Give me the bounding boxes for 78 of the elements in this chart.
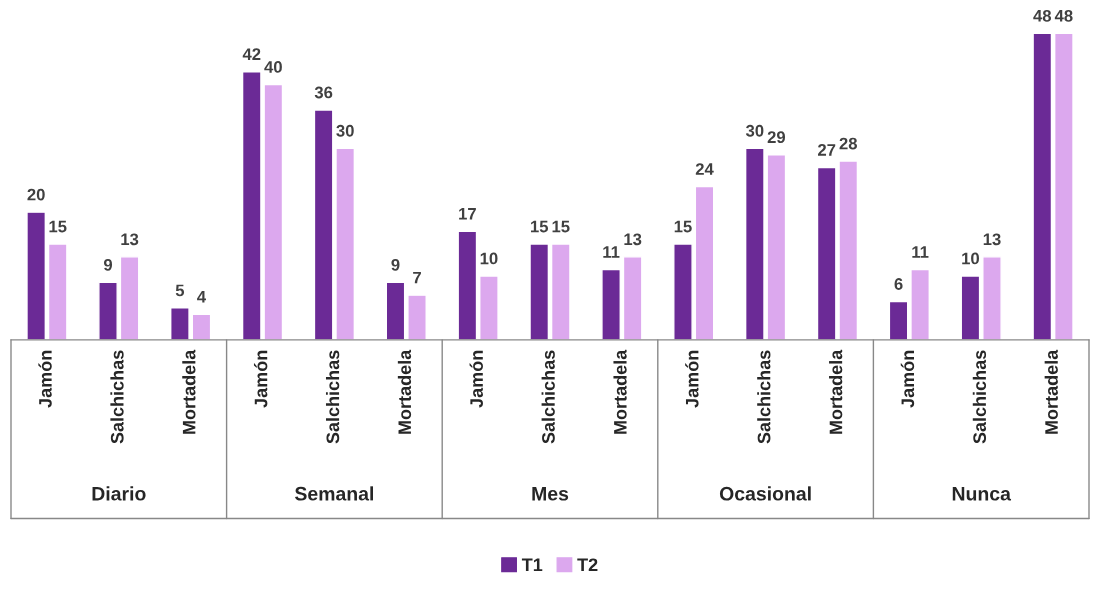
x-tick-label: Mortadela (182, 349, 196, 434)
bar (744, 147, 765, 340)
text: Diario (92, 486, 146, 501)
data-label: 30 (745, 124, 764, 137)
data-label: 15 (531, 220, 549, 233)
x-tick-label: Jamón (38, 350, 52, 408)
bar (1032, 32, 1053, 340)
data-label: 4 (197, 291, 206, 303)
data-label: 5 (175, 284, 185, 297)
bar (479, 275, 499, 340)
bar (529, 243, 550, 340)
data-label: 11 (912, 246, 929, 258)
bar (457, 230, 478, 340)
text: Ocasional (719, 486, 811, 501)
data-label: 11 (603, 246, 620, 258)
bar (982, 256, 1002, 340)
data-label: 9 (103, 258, 113, 271)
bar (888, 300, 909, 340)
bar (766, 153, 787, 340)
data-label: 13 (624, 233, 642, 246)
x-tick-label: Salchichas (541, 350, 555, 444)
bar (910, 268, 930, 340)
data-label: 15 (49, 220, 67, 233)
data-label: 20 (27, 188, 45, 201)
text: Semanal (294, 486, 374, 501)
bar (26, 211, 47, 340)
bar (1053, 32, 1074, 340)
data-label: 13 (983, 233, 1001, 246)
data-label: 27 (818, 144, 836, 156)
bar (407, 294, 427, 340)
data-label: 48 (1054, 9, 1073, 22)
x-tick-label: Mortadela (613, 349, 627, 434)
bar (191, 313, 212, 340)
bar (385, 281, 406, 340)
bar (673, 243, 693, 340)
bar (47, 243, 68, 340)
x-tick-label: Salchichas (757, 350, 771, 444)
x-tick-label: Salchichas (972, 350, 987, 444)
data-label: 10 (480, 252, 498, 265)
x-tick-label: Jamón (253, 350, 268, 408)
data-label: 9 (391, 258, 400, 271)
x-tick-label: Mortadela (1044, 349, 1058, 434)
bar (960, 275, 981, 340)
legend-label: T1 (521, 558, 543, 571)
data-label: 40 (264, 61, 282, 73)
data-label: 7 (413, 271, 421, 284)
data-label: 24 (695, 163, 714, 175)
x-tick-label: Mortadela (829, 349, 843, 434)
data-label: 48 (1033, 9, 1052, 22)
text: Nunca (952, 487, 1012, 501)
data-label: 29 (767, 131, 786, 144)
bar (694, 185, 715, 340)
data-label: 15 (552, 220, 570, 233)
data-label: 28 (839, 137, 858, 150)
x-tick-label: Jamón (900, 350, 915, 408)
bar (119, 256, 140, 340)
data-label: 36 (314, 86, 333, 99)
x-tick-label: Salchichas (325, 350, 340, 444)
bar (601, 268, 621, 340)
bar (313, 109, 334, 340)
data-label: 30 (336, 124, 354, 137)
x-tick-label: Mortadela (397, 349, 412, 434)
x-tick-label: Jamón (469, 350, 483, 408)
x-tick-label: Jamón (685, 350, 699, 408)
bar (170, 307, 190, 340)
data-label: 15 (674, 220, 692, 233)
data-label: 6 (894, 278, 903, 290)
bar (98, 281, 118, 340)
data-label: 10 (962, 252, 980, 265)
bar (622, 256, 643, 340)
legend-label: T2 (577, 558, 598, 571)
data-label: 13 (121, 233, 139, 246)
data-label: 42 (242, 48, 261, 60)
x-tick-label: Salchichas (110, 350, 124, 444)
bar (550, 243, 571, 340)
data-label: 17 (459, 208, 476, 220)
text: Mes (532, 487, 569, 501)
bar (335, 147, 356, 340)
